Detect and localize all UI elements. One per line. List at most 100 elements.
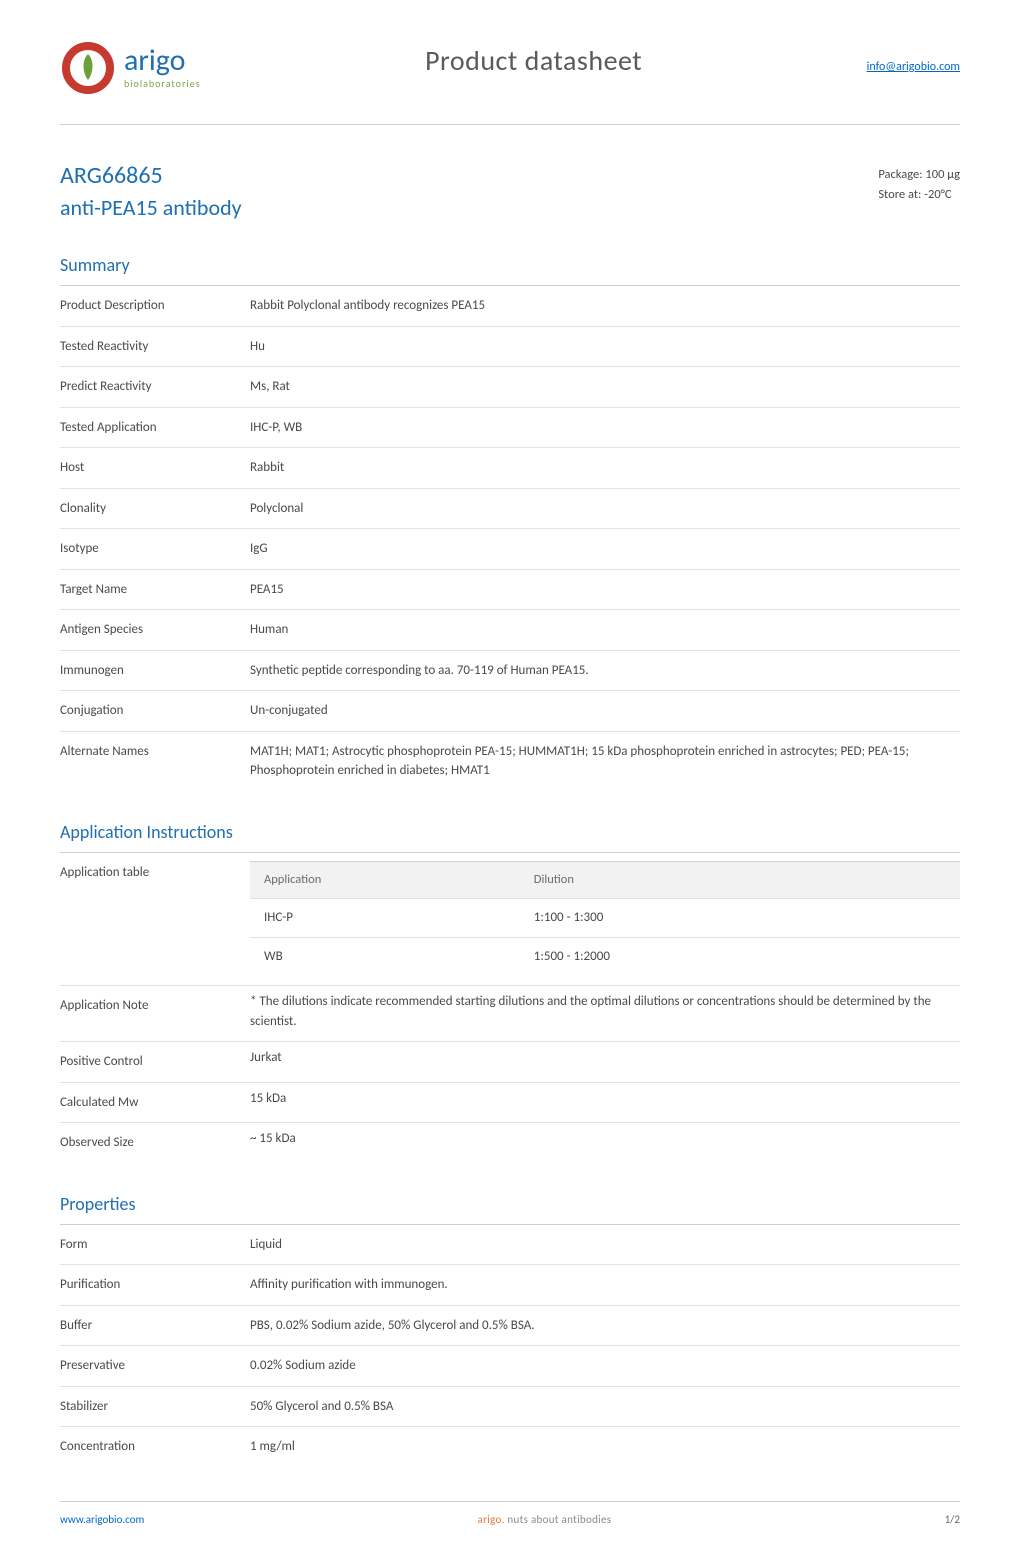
logo-sub: biolaboratories <box>124 76 201 91</box>
spec-label: Concentration <box>60 1427 250 1467</box>
table-row: IsotypeIgG <box>60 529 960 570</box>
spec-label: Isotype <box>60 529 250 570</box>
product-meta: Package: 100 μg Store at: -20°C <box>878 165 960 205</box>
table-row: Antigen SpeciesHuman <box>60 610 960 651</box>
section-title-apps: Application Instructions <box>60 819 960 846</box>
table-row: Concentration1 mg/ml <box>60 1427 960 1467</box>
spec-label: Alternate Names <box>60 731 250 791</box>
spec-label: Immunogen <box>60 650 250 691</box>
table-row: FormLiquid <box>60 1224 960 1265</box>
table-row: HostRabbit <box>60 448 960 489</box>
table-row: Tested ReactivityHu <box>60 326 960 367</box>
table-row: Observed Size~ 15 kDa <box>60 1123 960 1163</box>
table-row: ConjugationUn-conjugated <box>60 691 960 732</box>
spec-label: Form <box>60 1224 250 1265</box>
spec-value: Ms, Rat <box>250 367 960 408</box>
spec-label: Positive Control <box>60 1042 250 1083</box>
spec-value: Rabbit <box>250 448 960 489</box>
dilution-table: Application Dilution IHC-P 1:100 - 1:300… <box>250 861 960 976</box>
col-header-application: Application <box>250 861 520 899</box>
table-row: Application Note* The dilutions indicate… <box>60 986 960 1042</box>
spec-value: 1 mg/ml <box>250 1427 960 1467</box>
spec-label: Calculated Mw <box>60 1082 250 1123</box>
spec-label: Product Description <box>60 286 250 327</box>
spec-value: 0.02% Sodium azide <box>250 1346 960 1387</box>
table-row: PurificationAffinity purification with i… <box>60 1265 960 1306</box>
table-row: Alternate NamesMAT1H; MAT1; Astrocytic p… <box>60 731 960 791</box>
footer: www.arigobio.com arigo. nuts about antib… <box>60 1501 960 1529</box>
page-title: Product datasheet <box>201 40 867 82</box>
table-row: Predict ReactivityMs, Rat <box>60 367 960 408</box>
table-row: Positive ControlJurkat <box>60 1042 960 1083</box>
product-heading-block: ARG66865 anti-PEA15 antibody <box>60 161 242 224</box>
spec-label: Predict Reactivity <box>60 367 250 408</box>
spec-value: 15 kDa <box>250 1082 960 1123</box>
package-line: Package: 100 μg <box>878 165 960 185</box>
col-header-dilution: Dilution <box>520 861 960 899</box>
table-row: IHC-P 1:100 - 1:300 <box>250 899 960 938</box>
table-row: Tested ApplicationIHC-P, WB <box>60 407 960 448</box>
page-number: 1/2 <box>945 1512 960 1529</box>
table-row: ClonalityPolyclonal <box>60 488 960 529</box>
logo-text-block: arigo biolaboratories <box>124 46 201 91</box>
summary-table: Product DescriptionRabbit Polyclonal ant… <box>60 285 960 791</box>
spec-value: Polyclonal <box>250 488 960 529</box>
table-row: Target NamePEA15 <box>60 569 960 610</box>
spec-value: 50% Glycerol and 0.5% BSA <box>250 1386 960 1427</box>
spec-value: Jurkat <box>250 1042 960 1083</box>
spec-label: Observed Size <box>60 1123 250 1163</box>
spec-value: Liquid <box>250 1224 960 1265</box>
spec-label: Antigen Species <box>60 610 250 651</box>
spec-value: Affinity purification with immunogen. <box>250 1265 960 1306</box>
spec-value: PBS, 0.02% Sodium azide, 50% Glycerol an… <box>250 1305 960 1346</box>
table-row: ImmunogenSynthetic peptide corresponding… <box>60 650 960 691</box>
storage-line: Store at: -20°C <box>878 185 960 205</box>
logo-text: arigo <box>124 46 201 76</box>
spec-value: PEA15 <box>250 569 960 610</box>
apps-table: Application table Application Dilution I… <box>60 852 960 1163</box>
footer-tagline-rest: . nuts about antibodies <box>502 1513 612 1526</box>
contact-email[interactable]: info@arigobio.com <box>867 58 960 76</box>
spec-label: Application Note <box>60 986 250 1042</box>
product-header: ARG66865 anti-PEA15 antibody Package: 10… <box>60 161 960 224</box>
app-cell: WB <box>250 937 520 975</box>
dilution-cell: 1:500 - 1:2000 <box>520 937 960 975</box>
spec-value: ~ 15 kDa <box>250 1123 960 1163</box>
spec-value: Human <box>250 610 960 651</box>
spec-label: Tested Application <box>60 407 250 448</box>
logo-block: arigo biolaboratories <box>60 40 201 96</box>
footer-url[interactable]: www.arigobio.com <box>60 1512 144 1529</box>
table-row: WB 1:500 - 1:2000 <box>250 937 960 975</box>
product-name: anti-PEA15 antibody <box>60 191 242 224</box>
table-row: Product DescriptionRabbit Polyclonal ant… <box>60 286 960 327</box>
spec-value: IHC-P, WB <box>250 407 960 448</box>
product-code: ARG66865 <box>60 161 242 191</box>
footer-brand: arigo <box>478 1513 502 1526</box>
spec-value: Hu <box>250 326 960 367</box>
table-header-row: Application Dilution <box>250 861 960 899</box>
top-bar: arigo biolaboratories Product datasheet … <box>60 40 960 125</box>
table-row: BufferPBS, 0.02% Sodium azide, 50% Glyce… <box>60 1305 960 1346</box>
spec-label: Conjugation <box>60 691 250 732</box>
section-title-summary: Summary <box>60 252 960 279</box>
spec-label: Clonality <box>60 488 250 529</box>
spec-label: Application table <box>60 852 250 986</box>
spec-value: Rabbit Polyclonal antibody recognizes PE… <box>250 286 960 327</box>
spec-label: Host <box>60 448 250 489</box>
spec-label: Preservative <box>60 1346 250 1387</box>
table-row: Stabilizer50% Glycerol and 0.5% BSA <box>60 1386 960 1427</box>
spec-value: Un-conjugated <box>250 691 960 732</box>
section-title-properties: Properties <box>60 1191 960 1218</box>
dilution-cell: 1:100 - 1:300 <box>520 899 960 938</box>
app-cell: IHC-P <box>250 899 520 938</box>
spec-value: MAT1H; MAT1; Astrocytic phosphoprotein P… <box>250 731 960 791</box>
spec-value: IgG <box>250 529 960 570</box>
footer-tagline: arigo. nuts about antibodies <box>478 1512 612 1529</box>
spec-value: Application Dilution IHC-P 1:100 - 1:300… <box>250 852 960 986</box>
table-row: Application table Application Dilution I… <box>60 852 960 986</box>
page-title-block: Product datasheet <box>201 40 867 82</box>
spec-label: Buffer <box>60 1305 250 1346</box>
spec-label: Tested Reactivity <box>60 326 250 367</box>
spec-label: Stabilizer <box>60 1386 250 1427</box>
table-row: Calculated Mw15 kDa <box>60 1082 960 1123</box>
